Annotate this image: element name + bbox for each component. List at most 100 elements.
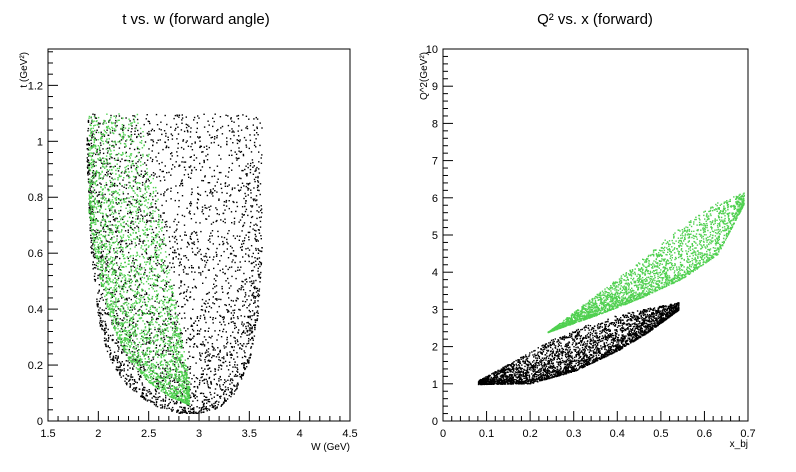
left-plot-point bbox=[253, 224, 255, 226]
left-plot-point bbox=[130, 328, 132, 331]
left-plot-point bbox=[161, 265, 163, 267]
left-plot-point bbox=[134, 238, 137, 240]
left-plot-point bbox=[112, 311, 114, 314]
left-plot-point bbox=[143, 197, 146, 199]
left-plot-point bbox=[137, 373, 140, 376]
left-plot-point bbox=[96, 219, 98, 221]
left-plot-point bbox=[140, 154, 142, 156]
left-plot-point bbox=[251, 310, 254, 312]
left-plot-point bbox=[242, 225, 244, 228]
left-plot-point bbox=[132, 383, 134, 385]
left-plot-point bbox=[170, 297, 172, 299]
left-plot-point bbox=[114, 270, 116, 273]
left-plot-point bbox=[114, 342, 116, 344]
left-plot-point bbox=[147, 134, 149, 136]
left-plot-point bbox=[147, 298, 150, 300]
left-plot-point bbox=[239, 375, 241, 378]
left-plot-point bbox=[95, 221, 97, 223]
left-plot-point bbox=[230, 118, 232, 120]
left-plot-point bbox=[204, 407, 207, 410]
left-plot-point bbox=[209, 387, 211, 389]
left-plot-point bbox=[115, 227, 118, 230]
left-plot-point bbox=[114, 142, 117, 144]
left-plot-point bbox=[182, 399, 184, 402]
left-plot-point bbox=[204, 368, 206, 370]
left-plot-point bbox=[162, 378, 165, 380]
left-plot-point bbox=[97, 201, 100, 203]
left-plot-point bbox=[170, 187, 172, 189]
left-plot-point bbox=[151, 150, 153, 152]
left-plot-point bbox=[117, 357, 119, 359]
left-plot-point bbox=[242, 286, 244, 288]
left-plot-point bbox=[131, 122, 133, 124]
left-plot-point bbox=[116, 217, 118, 220]
left-plot-point bbox=[171, 285, 173, 287]
left-plot-point bbox=[181, 195, 184, 197]
left-plot-point bbox=[94, 113, 96, 116]
left-plot-point bbox=[229, 383, 231, 385]
left-plot-point bbox=[176, 155, 179, 157]
left-plot-point bbox=[176, 380, 179, 382]
left-plot-point bbox=[178, 287, 180, 289]
left-plot-point bbox=[143, 210, 145, 212]
left-plot-point bbox=[99, 307, 101, 309]
left-plot-point bbox=[158, 209, 160, 211]
left-plot-point bbox=[163, 212, 165, 214]
left-plot-point bbox=[121, 128, 123, 130]
left-plot-point bbox=[142, 343, 144, 345]
left-plot-point bbox=[101, 198, 104, 200]
left-plot-panel: t vs. w (forward angle) W (GeV) t (GeV²)… bbox=[19, 11, 358, 453]
left-plot-point bbox=[95, 256, 98, 259]
left-plot-point bbox=[104, 258, 107, 260]
left-plot-point bbox=[90, 180, 93, 183]
left-plot-point bbox=[97, 247, 100, 249]
left-plot-point bbox=[132, 325, 134, 327]
left-plot-point bbox=[165, 286, 167, 288]
left-plot-point bbox=[90, 179, 92, 181]
left-plot-point bbox=[237, 344, 239, 346]
left-plot-point bbox=[145, 223, 147, 226]
left-plot-point bbox=[217, 353, 219, 356]
left-plot-point bbox=[122, 375, 125, 377]
left-plot-point bbox=[150, 202, 152, 205]
left-plot-point bbox=[219, 384, 221, 386]
left-plot-point bbox=[210, 337, 212, 339]
left-plot-point bbox=[156, 275, 159, 277]
left-plot-point bbox=[106, 216, 109, 219]
left-plot-point bbox=[199, 145, 202, 147]
left-plot-point bbox=[112, 358, 114, 360]
left-plot-point bbox=[252, 337, 254, 340]
left-plot-point bbox=[107, 205, 110, 208]
left-plot-point bbox=[133, 314, 135, 316]
left-plot-point bbox=[242, 331, 244, 334]
left-plot-point bbox=[173, 231, 176, 233]
left-plot-point bbox=[153, 130, 155, 132]
left-plot-point bbox=[131, 379, 134, 381]
left-plot-point bbox=[119, 182, 121, 185]
left-plot-point bbox=[213, 267, 215, 270]
left-plot-point bbox=[248, 357, 250, 359]
left-plot-point bbox=[255, 116, 257, 119]
left-plot-point bbox=[145, 251, 147, 254]
left-plot-point bbox=[217, 128, 219, 131]
left-plot-point bbox=[98, 131, 100, 134]
left-plot-point bbox=[109, 313, 111, 316]
left-plot-point bbox=[149, 211, 151, 214]
left-plot-point bbox=[130, 196, 132, 198]
left-plot-point bbox=[95, 248, 97, 250]
left-plot-point bbox=[130, 203, 133, 205]
left-plot-point bbox=[117, 203, 119, 205]
left-plot-point bbox=[123, 370, 125, 372]
left-plot-point bbox=[245, 234, 247, 236]
left-plot-point bbox=[176, 355, 179, 358]
left-plot-point bbox=[117, 345, 119, 347]
left-plot-point bbox=[259, 250, 261, 252]
left-plot-point bbox=[236, 159, 238, 161]
left-plot-point bbox=[196, 399, 199, 402]
left-plot-point bbox=[198, 266, 200, 268]
left-plot-point bbox=[204, 399, 206, 401]
left-plot-point bbox=[184, 234, 186, 236]
left-plot-point bbox=[208, 376, 211, 379]
left-plot-point bbox=[251, 315, 253, 317]
left-plot-point bbox=[186, 289, 188, 291]
